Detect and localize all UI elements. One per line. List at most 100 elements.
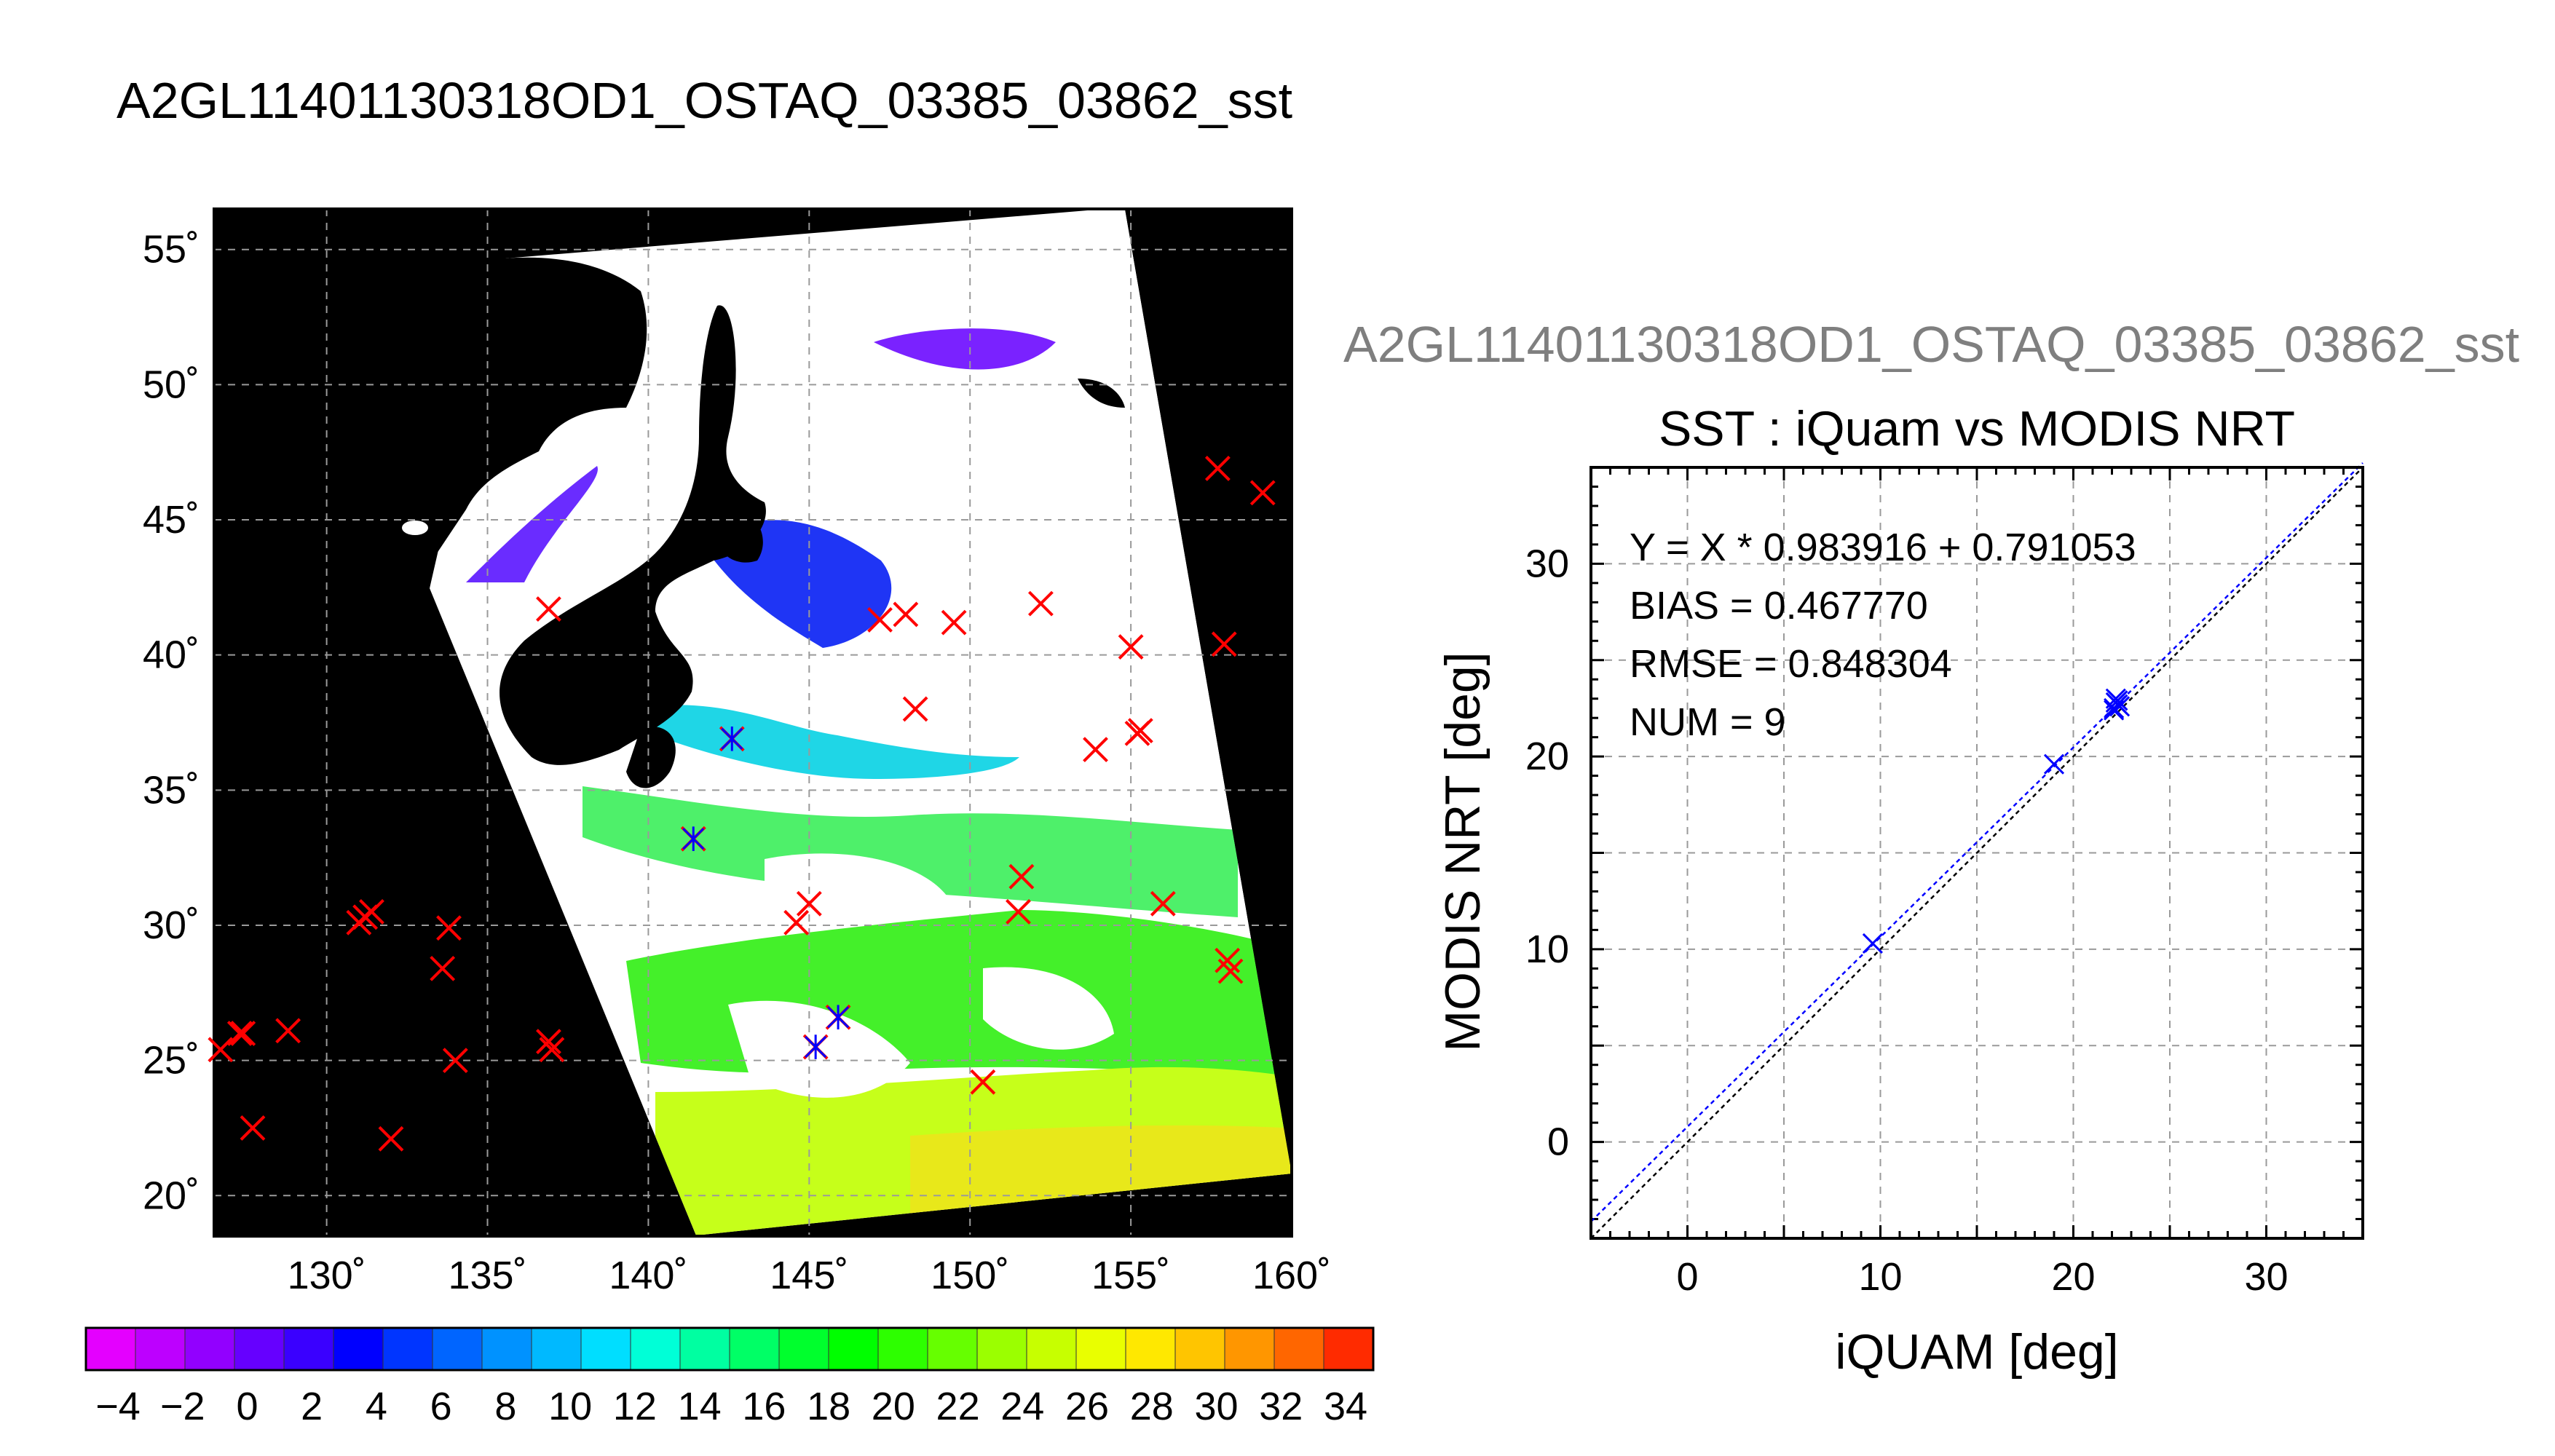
- colorbar-tick-label: 10: [548, 1385, 592, 1428]
- kamchatka-strip: [1078, 379, 1125, 408]
- mid-warm: [583, 786, 1238, 917]
- lon-tick-label: 150˚: [931, 1254, 1009, 1297]
- scatter-point: [2107, 690, 2128, 711]
- colorbar-cell: [283, 1327, 334, 1371]
- x-tick-label: 0: [1676, 1255, 1698, 1299]
- scatter-grid: [1591, 467, 2363, 1238]
- colorbar-cell: [877, 1327, 928, 1371]
- cloud-patch-2: [983, 967, 1114, 1050]
- buoy-marker: [359, 899, 384, 925]
- colorbar-cell: [382, 1327, 433, 1371]
- buoy-marker: [536, 596, 561, 622]
- scatter-point: [1862, 933, 1883, 954]
- buoy-marker: [430, 955, 456, 981]
- colorbar-cell: [531, 1327, 582, 1371]
- colorbar-cell: [630, 1327, 681, 1371]
- x-tick-label: 30: [2244, 1255, 2288, 1299]
- y-tick-label: 20: [1525, 735, 1569, 778]
- colorbar-tick-label: 18: [807, 1385, 850, 1428]
- lon-tick-label: 160˚: [1252, 1254, 1331, 1297]
- korea-island: [402, 521, 428, 535]
- buoy-marker: [1027, 590, 1054, 617]
- colorbar-tick-label: 24: [1000, 1385, 1044, 1428]
- colorbar-tick-label: 6: [430, 1385, 452, 1428]
- identity-line: [1590, 467, 2364, 1239]
- buoy-marker: [1217, 958, 1244, 984]
- colorbar-cell: [1075, 1327, 1126, 1371]
- buoy-marker: [1150, 890, 1176, 917]
- colorbar-tick-label: 16: [742, 1385, 786, 1428]
- lat-tick-label: 25˚: [143, 1039, 200, 1083]
- colorbar-tick-label: 20: [872, 1385, 915, 1428]
- buoy-marker: [783, 909, 810, 935]
- sst-field: [466, 328, 1292, 1235]
- colorbar-cell: [481, 1327, 532, 1371]
- y-tick-label: 0: [1547, 1120, 1569, 1164]
- y-tick-labels: 0 10 20 30: [1525, 542, 1569, 1163]
- cold-water-north: [874, 328, 1056, 370]
- colorbar-cell: [234, 1327, 285, 1371]
- lat-tick-label: 45˚: [143, 498, 200, 542]
- kyushu-land: [626, 727, 676, 788]
- scatter-points: [1862, 688, 2131, 954]
- colorbar-tick-label: 4: [366, 1385, 387, 1428]
- lat-tick-label: 40˚: [143, 633, 200, 677]
- buoy-marker: [536, 1029, 561, 1055]
- fit-equation: Y = X * 0.983916 + 0.791053: [1630, 526, 2136, 569]
- y-tick-label: 10: [1525, 927, 1569, 971]
- lon-tick-label: 155˚: [1091, 1254, 1170, 1297]
- japan-sea-cold: [466, 466, 598, 582]
- buoy-marker: [378, 1125, 404, 1152]
- colorbar-cell: [1323, 1327, 1374, 1371]
- buoy-marker: [226, 1021, 253, 1046]
- colorbar-tick-label: 8: [494, 1385, 516, 1428]
- colorbar-cell: [85, 1327, 136, 1371]
- sakhalin-land: [214, 257, 647, 588]
- japan-land: [499, 305, 766, 765]
- buoy-marker: [230, 1021, 256, 1046]
- lat-tick-label: 20˚: [143, 1174, 200, 1217]
- matchup-marker: [682, 826, 705, 851]
- buoy-marker: [1118, 634, 1144, 660]
- scatter-point: [2043, 753, 2065, 775]
- map-frame: [213, 207, 1293, 1238]
- map-markers: [208, 456, 1276, 1152]
- colorbar-labels: −4 −2 0 2 4 6 8 10 12 14 16 18 20 22 24 26 28 30 32 34: [95, 1385, 1367, 1428]
- colorbar-cell: [432, 1327, 483, 1371]
- fit-line: [1590, 462, 2364, 1222]
- buoy-marker: [1083, 737, 1108, 763]
- colorbar: −4 −2 0 2 4 6 8 10 12 14 16 18 20 22 24 26 28 30 32 34: [84, 1326, 1375, 1428]
- buoy-marker: [867, 606, 893, 633]
- colorbar-cell: [927, 1327, 978, 1371]
- y-axis-label: MODIS NRT [deg]: [1435, 652, 1490, 1051]
- colorbar-cell: [1125, 1327, 1176, 1371]
- colorbar-tick-label: 28: [1130, 1385, 1174, 1428]
- buoy-marker: [436, 915, 462, 941]
- colorbar-tick-label: 34: [1324, 1385, 1367, 1428]
- buoy-marker: [1211, 631, 1237, 657]
- colorbar-cell: [1026, 1327, 1077, 1371]
- lon-labels: 130˚ 135˚ 140˚ 145˚ 150˚ 155˚ 160˚: [288, 1254, 1331, 1297]
- colorbar-tick-label: 0: [236, 1385, 258, 1428]
- hokkaido-land: [719, 502, 763, 563]
- colorbar-cell: [135, 1327, 186, 1371]
- colorbar-cell: [580, 1327, 631, 1371]
- colorbar-tick-label: −2: [160, 1385, 205, 1428]
- buoy-marker: [1008, 863, 1035, 890]
- colorbar-cell: [1224, 1327, 1275, 1371]
- matchup-marker: [827, 1005, 850, 1030]
- lon-tick-label: 140˚: [609, 1254, 687, 1297]
- buoy-marker: [1127, 718, 1153, 744]
- colorbar-cell: [976, 1327, 1027, 1371]
- colorbar-tick-label: 26: [1065, 1385, 1109, 1428]
- lon-tick-label: 135˚: [448, 1254, 526, 1297]
- buoy-marker: [796, 890, 822, 917]
- colorbar-frame: [84, 1326, 1375, 1372]
- y-tick-label: 30: [1525, 542, 1569, 585]
- lon-tick-label: 145˚: [770, 1254, 848, 1297]
- lat-tick-label: 30˚: [143, 903, 200, 947]
- colorbar-tick-label: 14: [678, 1385, 722, 1428]
- swath-right-edge: [1125, 209, 1292, 1174]
- buoy-marker: [208, 1037, 234, 1063]
